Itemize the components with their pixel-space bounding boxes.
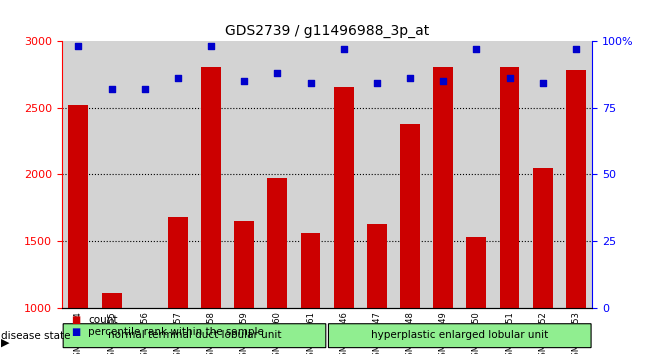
Bar xyxy=(334,87,353,308)
Point xyxy=(339,46,349,52)
Title: GDS2739 / g11496988_3p_at: GDS2739 / g11496988_3p_at xyxy=(225,24,429,38)
Text: count: count xyxy=(88,315,117,325)
Point xyxy=(571,46,581,52)
Text: disease state: disease state xyxy=(1,331,70,341)
Bar xyxy=(201,67,221,308)
FancyBboxPatch shape xyxy=(63,324,326,348)
Text: ■: ■ xyxy=(72,315,81,325)
Bar xyxy=(301,233,320,308)
Point xyxy=(206,43,216,49)
Bar xyxy=(433,67,453,308)
Text: percentile rank within the sample: percentile rank within the sample xyxy=(88,327,264,337)
Bar xyxy=(400,124,420,308)
Point xyxy=(239,78,249,84)
Point xyxy=(538,81,548,86)
Bar xyxy=(234,221,254,308)
Bar xyxy=(367,224,387,308)
Point xyxy=(405,75,415,81)
Text: ▶: ▶ xyxy=(1,338,9,348)
Text: normal terminal duct lobular unit: normal terminal duct lobular unit xyxy=(107,330,281,341)
Point xyxy=(471,46,482,52)
Bar xyxy=(533,168,553,308)
Text: hyperplastic enlarged lobular unit: hyperplastic enlarged lobular unit xyxy=(371,330,548,341)
Point xyxy=(272,70,283,76)
Point xyxy=(305,81,316,86)
Bar xyxy=(102,293,122,308)
Point xyxy=(73,43,83,49)
Text: ■: ■ xyxy=(72,327,81,337)
Point xyxy=(173,75,183,81)
Bar xyxy=(168,217,188,308)
Point xyxy=(438,78,449,84)
Bar xyxy=(466,237,486,308)
Point xyxy=(372,81,382,86)
Bar xyxy=(68,105,89,308)
Point xyxy=(139,86,150,92)
Point xyxy=(106,86,117,92)
Bar xyxy=(566,70,586,308)
Point xyxy=(505,75,515,81)
FancyBboxPatch shape xyxy=(329,324,591,348)
Bar xyxy=(499,67,519,308)
Bar xyxy=(268,178,287,308)
